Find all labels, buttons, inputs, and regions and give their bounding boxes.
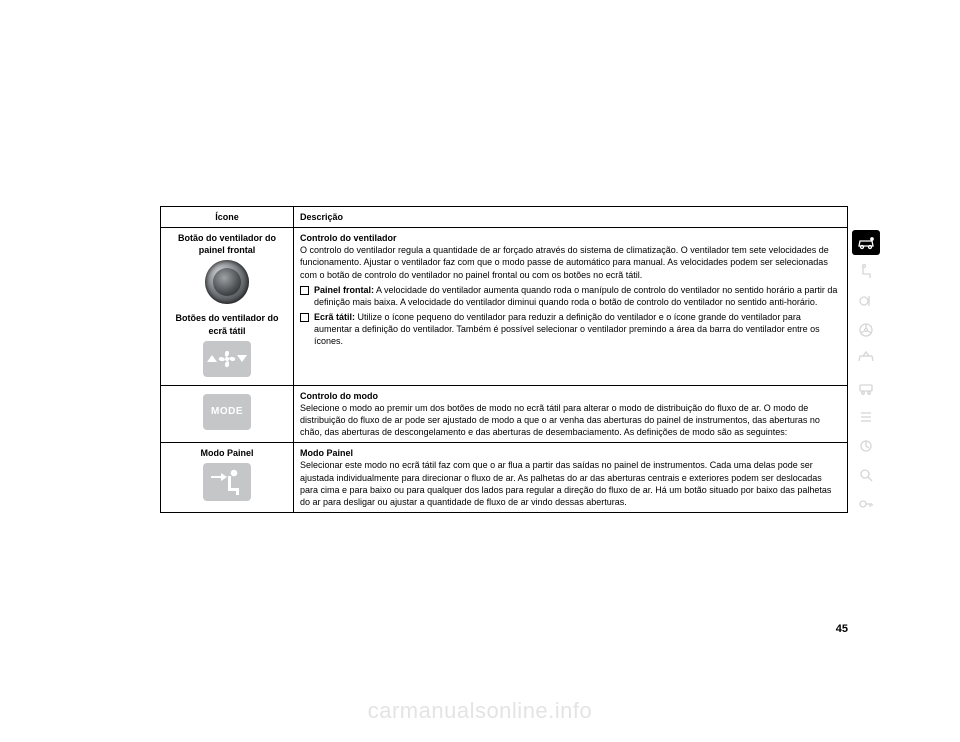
bullet-box-icon <box>300 313 309 322</box>
header-desc: Descrição <box>294 207 848 228</box>
row1-bullet1: Painel frontal: A velocidade do ventilad… <box>300 284 841 308</box>
row1-bullet1-label: Painel frontal: <box>314 285 374 295</box>
table-row: Modo Painel <box>161 443 848 513</box>
sidebar-tab-airbag[interactable] <box>852 288 880 313</box>
row1-title: Controlo do ventilador <box>300 233 397 243</box>
table-row: MODE Controlo do modo Selecione o modo a… <box>161 385 848 443</box>
climate-table: Ícone Descrição Botão do ventilador do p… <box>160 206 848 513</box>
sidebar-tab-steering[interactable] <box>852 317 880 342</box>
row1-icon-label-bottom: Botões do ventilador do ecrã tátil <box>167 312 287 336</box>
blower-touchscreen-icon <box>203 341 251 377</box>
bullet-box-icon <box>300 286 309 295</box>
mode-button-icon: MODE <box>203 394 251 430</box>
table: Ícone Descrição Botão do ventilador do p… <box>160 206 848 513</box>
row3-desc-cell: Modo Painel Selecionar este modo no ecrã… <box>294 443 848 513</box>
row1-bullet2-text: Utilize o ícone pequeno do ventilador pa… <box>314 312 820 346</box>
fan-icon <box>216 348 238 370</box>
mode-label: MODE <box>211 405 243 419</box>
table-row: Botão do ventilador do painel frontal Bo… <box>161 228 848 386</box>
row3-body: Selecionar este modo no ecrã tátil faz c… <box>300 460 831 506</box>
row3-icon-cell: Modo Painel <box>161 443 294 513</box>
sidebar-tab-key[interactable] <box>852 491 880 516</box>
watermark: carmanualsonline.info <box>368 698 593 724</box>
row1-icon-label-top: Botão do ventilador do painel frontal <box>167 232 287 256</box>
row1-bullet1-text: A velocidade do ventilador aumenta quand… <box>314 285 837 307</box>
sidebar-tab-side[interactable] <box>852 375 880 400</box>
row2-title: Controlo do modo <box>300 391 378 401</box>
row1-body1: O controlo do ventilador regula a quanti… <box>300 245 829 279</box>
section-sidebar <box>852 230 880 520</box>
sidebar-tab-vehicle[interactable] <box>852 230 880 255</box>
manual-page: Ícone Descrição Botão do ventilador do p… <box>0 0 960 742</box>
row1-bullet2-label: Ecrã tátil: <box>314 312 355 322</box>
row2-desc-cell: Controlo do modo Selecione o modo ao pre… <box>294 385 848 443</box>
header-icon: Ícone <box>161 207 294 228</box>
row2-body: Selecione o modo ao premir um dos botões… <box>300 403 820 437</box>
sidebar-tab-hazard[interactable] <box>852 346 880 371</box>
panel-mode-icon <box>203 463 251 501</box>
blower-knob-icon <box>205 260 249 304</box>
row1-bullet2: Ecrã tátil: Utilize o ícone pequeno do v… <box>300 311 841 347</box>
sidebar-tab-list[interactable] <box>852 404 880 429</box>
fan-down-icon <box>237 355 247 362</box>
sidebar-tab-seat[interactable] <box>852 259 880 284</box>
row3-icon-label: Modo Painel <box>167 447 287 459</box>
row1-icon-cell: Botão do ventilador do painel frontal Bo… <box>161 228 294 386</box>
fan-up-icon <box>207 355 217 362</box>
page-number: 45 <box>836 623 848 635</box>
row3-title: Modo Painel <box>300 448 353 458</box>
sidebar-tab-service[interactable] <box>852 433 880 458</box>
sidebar-tab-search[interactable] <box>852 462 880 487</box>
row2-icon-cell: MODE <box>161 385 294 443</box>
row1-desc-cell: Controlo do ventilador O controlo do ven… <box>294 228 848 386</box>
